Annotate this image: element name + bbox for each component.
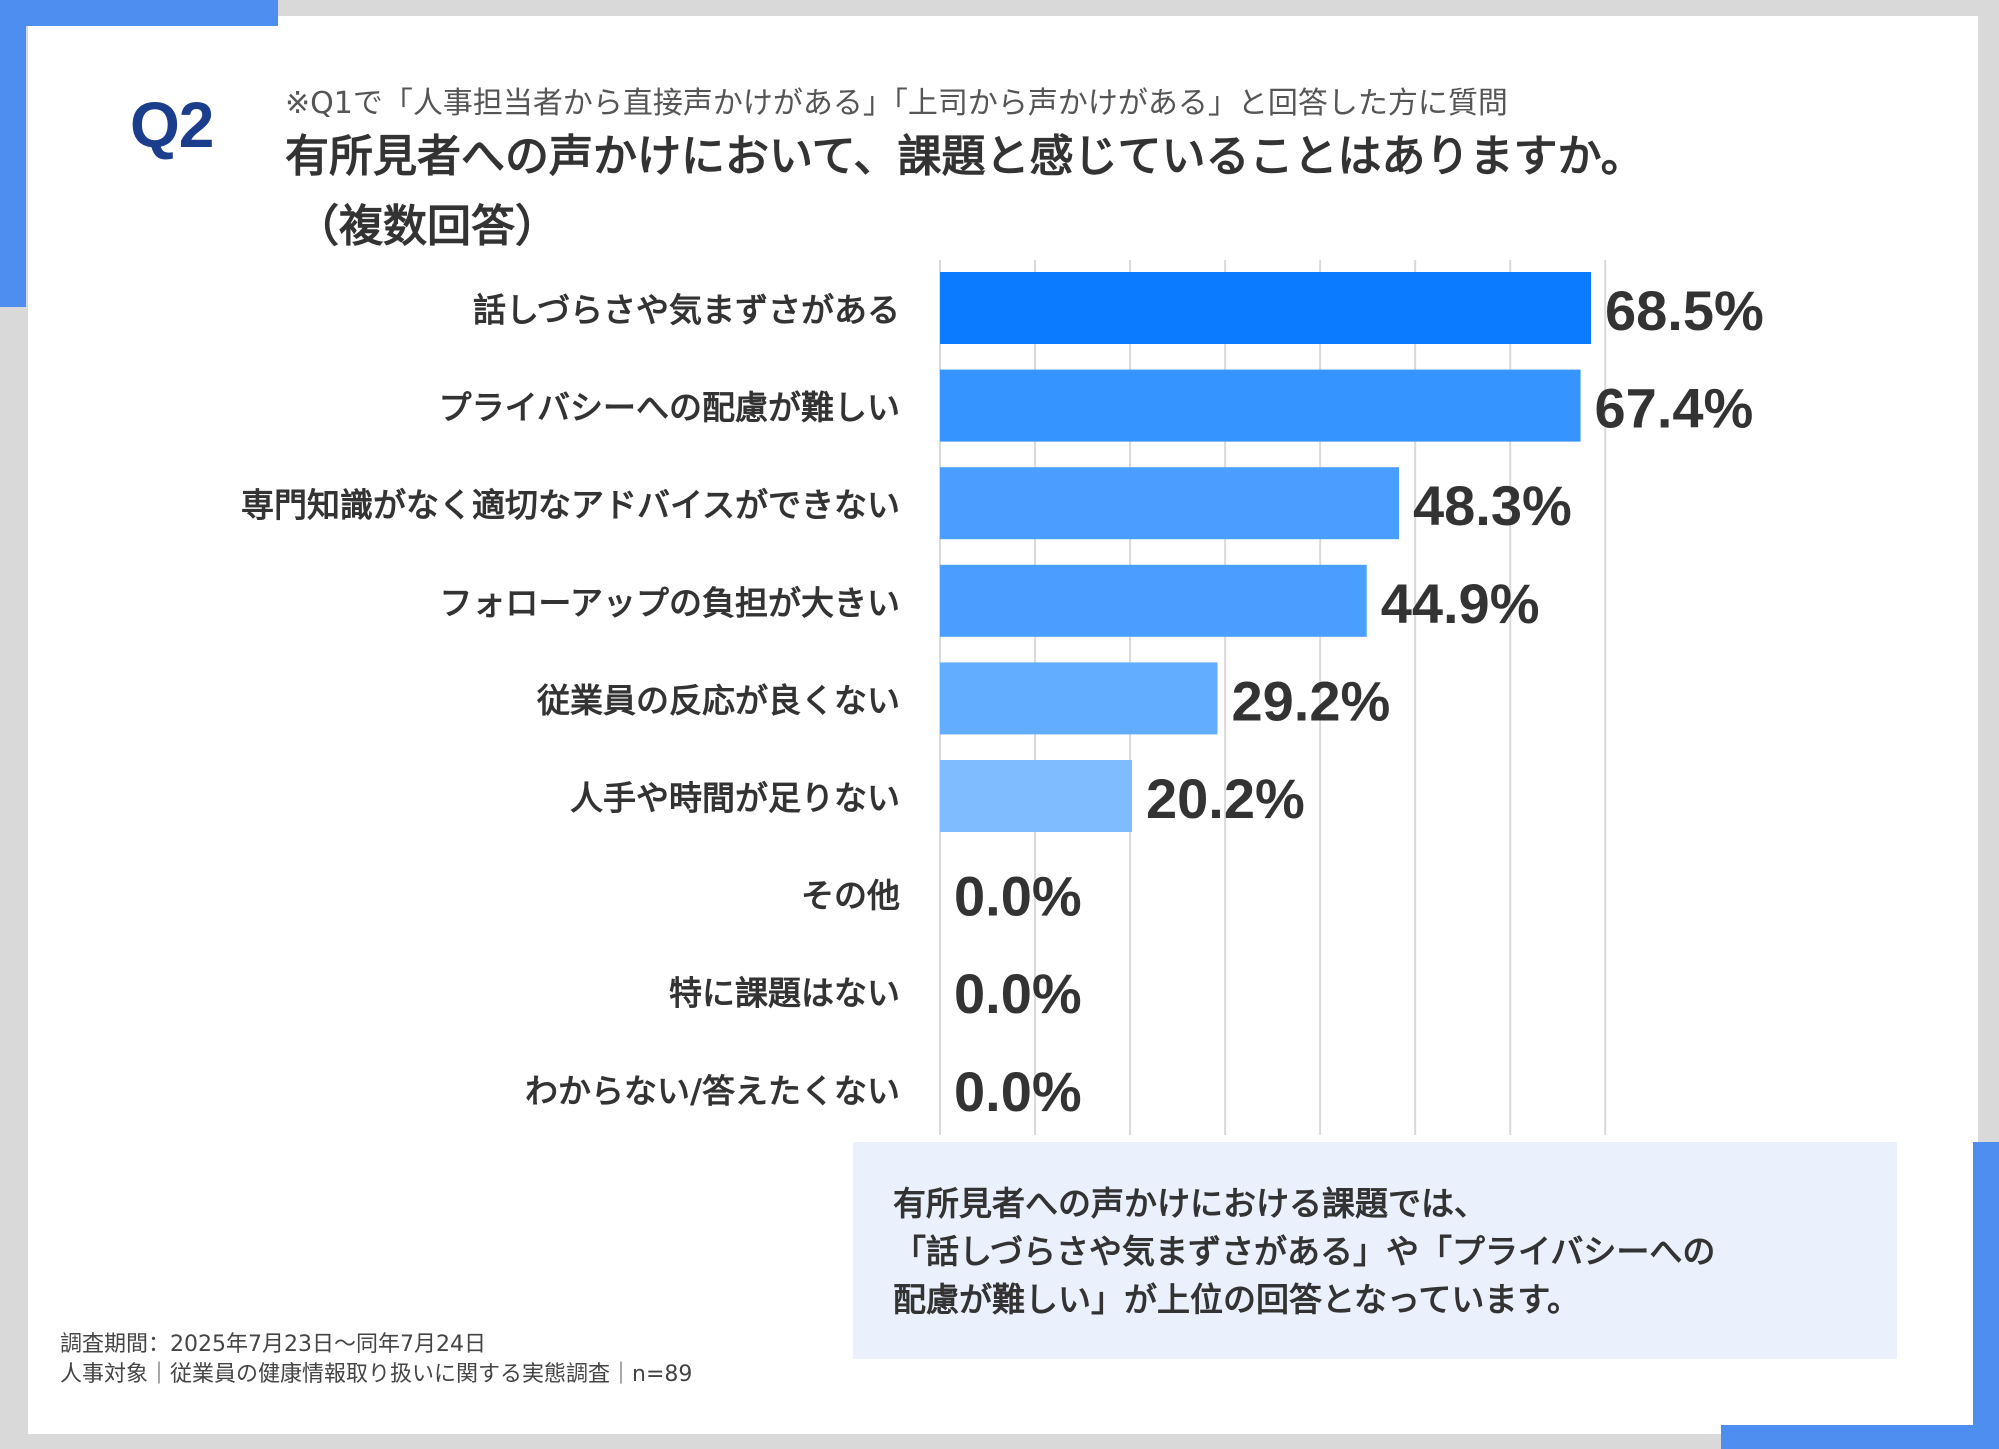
value-label: 0.0% (954, 1060, 1082, 1123)
bar (940, 272, 1591, 344)
category-label: 人手や時間が足りない (570, 779, 900, 818)
category-label: 話しづらさや気まずさがある (473, 291, 900, 330)
category-label: わからない/答えたくない (525, 1071, 900, 1110)
category-label: 専門知識がなく適切なアドバイスができない (241, 486, 900, 525)
question-subtitle: （複数回答） (295, 201, 559, 252)
bar (940, 369, 1581, 442)
accent-bar-left-top (0, 0, 26, 307)
question-number: Q2 (130, 89, 214, 161)
accent-bar-right-bottom (1973, 1142, 1999, 1449)
category-label: 従業員の反応が良くない (536, 681, 900, 720)
summary-line: 配慮が難しい」が上位の回答となっています。 (893, 1280, 1581, 1319)
summary-box: 有所見者への声かけにおける課題では、 「話しづらさや気まずさがある」や「プライバ… (853, 1142, 1897, 1359)
summary-text: 有所見者への声かけにおける課題では、 「話しづらさや気まずさがある」や「プライバ… (893, 1180, 1873, 1324)
bar (940, 662, 1218, 735)
category-label: プライバシーへの配慮が難しい (439, 388, 900, 427)
value-label: 29.2% (1232, 669, 1391, 732)
value-label: 0.0% (954, 962, 1082, 1025)
value-label: 20.2% (1146, 767, 1305, 830)
bar (940, 564, 1367, 637)
value-label: 67.4% (1595, 377, 1754, 440)
question-title: 有所見者への声かけにおいて、課題と感じていることはありますか。 (285, 131, 1645, 182)
category-label: その他 (801, 876, 900, 915)
summary-line: 「話しづらさや気まずさがある」や「プライバシーへの (893, 1232, 1716, 1271)
question-note: ※Q1で「人事担当者から直接声かけがある」「上司から声かけがある」と回答した方に… (285, 86, 1508, 121)
bar (940, 467, 1400, 540)
value-label: 68.5% (1605, 279, 1764, 342)
accent-bar-top-left (0, 0, 278, 26)
category-label: 特に課題はない (669, 974, 900, 1013)
value-label: 48.3% (1413, 474, 1572, 537)
survey-period: 調査期間：2025年7月23日～同年7月24日 (60, 1332, 486, 1357)
value-label: 0.0% (954, 865, 1082, 928)
category-label: フォローアップの負担が大きい (439, 583, 900, 622)
value-label: 44.9% (1381, 572, 1540, 635)
survey-description: 人事対象｜従業員の健康情報取り扱いに関する実態調査｜n=89 (60, 1362, 693, 1387)
footer: 調査期間：2025年7月23日～同年7月24日 人事対象｜従業員の健康情報取り扱… (60, 1330, 692, 1390)
bar (940, 760, 1132, 832)
summary-line: 有所見者への声かけにおける課題では、 (893, 1184, 1487, 1223)
accent-bar-bottom-right (1721, 1425, 1999, 1449)
